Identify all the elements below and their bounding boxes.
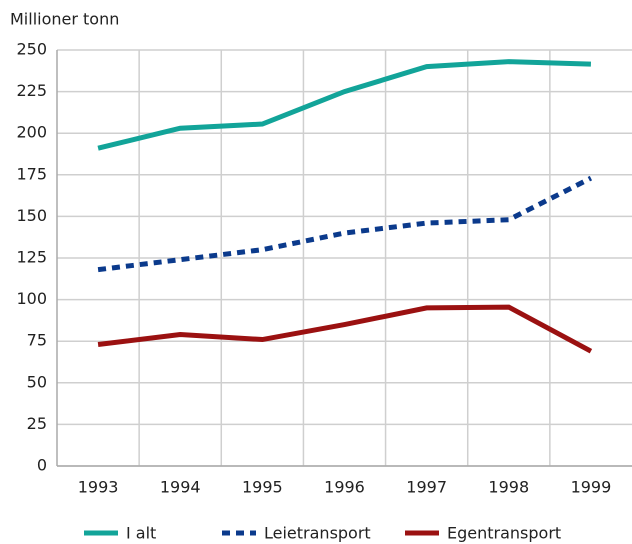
series-line	[97, 175, 593, 273]
y-tick-label: 75	[27, 331, 47, 350]
x-tick-label: 1993	[78, 478, 119, 497]
y-tick-label: 175	[16, 164, 47, 183]
y-tick-label: 225	[16, 81, 47, 100]
legend-label: Egentransport	[447, 524, 561, 543]
x-tick-label: 1997	[406, 478, 447, 497]
x-tick-label: 1994	[160, 478, 201, 497]
y-tick-label: 50	[27, 372, 47, 391]
x-tick-label: 1996	[324, 478, 365, 497]
legend-label: I alt	[126, 524, 156, 543]
x-tick-label: 1999	[571, 478, 612, 497]
x-tick-label: 1995	[242, 478, 283, 497]
y-tick-label: 0	[37, 456, 47, 475]
legend-label: Leietransport	[264, 524, 371, 543]
y-tick-label: 25	[27, 414, 47, 433]
series-line	[97, 304, 593, 354]
x-tick-label: 1998	[488, 478, 529, 497]
y-axis-label: Millioner tonn	[10, 10, 119, 29]
series-line	[97, 59, 592, 151]
y-tick-label: 100	[16, 289, 47, 308]
y-tick-label: 200	[16, 123, 47, 142]
y-tick-label: 125	[16, 248, 47, 267]
y-tick-label: 150	[16, 206, 47, 225]
y-tick-label: 250	[16, 40, 47, 59]
